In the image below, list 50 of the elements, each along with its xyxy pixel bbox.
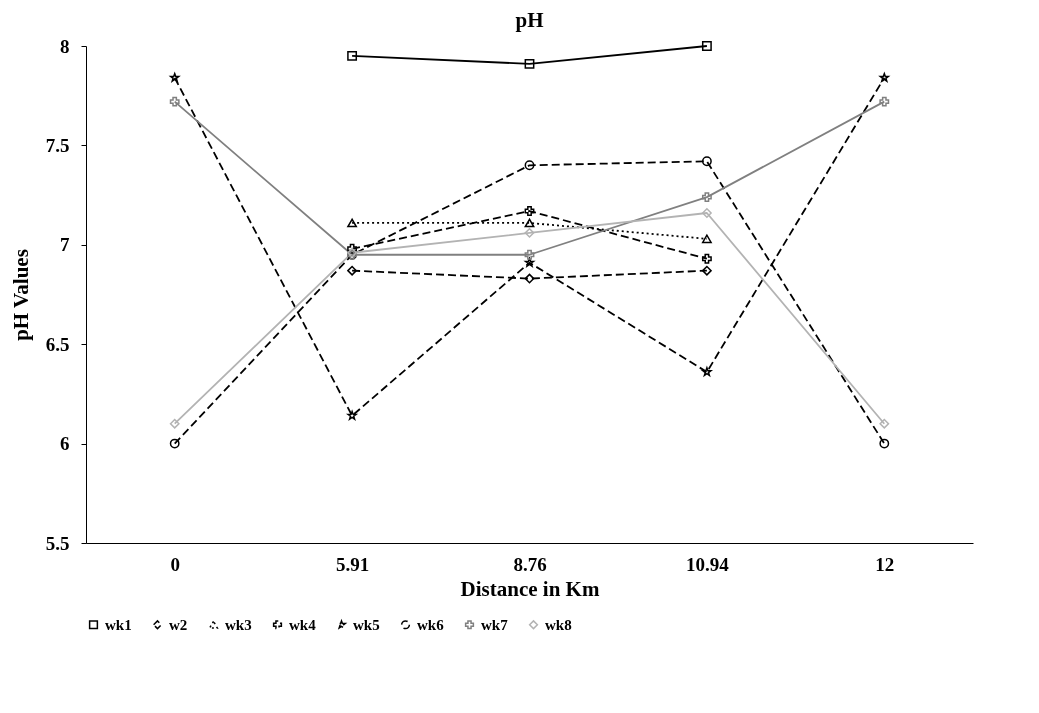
x-tick-label: 12 bbox=[875, 553, 895, 575]
legend-label: wk6 bbox=[417, 616, 445, 633]
point bbox=[701, 192, 712, 203]
point bbox=[879, 72, 890, 82]
legend-label: wk3 bbox=[225, 616, 252, 633]
point bbox=[701, 234, 712, 244]
point bbox=[879, 438, 890, 449]
point bbox=[524, 273, 535, 284]
x-tick-label: 10.94 bbox=[686, 553, 730, 575]
chart-title: pH bbox=[515, 8, 544, 32]
point bbox=[701, 156, 712, 167]
y-tick-label: 8 bbox=[60, 35, 70, 57]
y-tick-label: 6.5 bbox=[45, 333, 70, 355]
point bbox=[347, 265, 358, 276]
point bbox=[701, 41, 712, 51]
point bbox=[169, 96, 180, 107]
point bbox=[524, 58, 535, 69]
point bbox=[169, 438, 180, 449]
point bbox=[701, 265, 712, 276]
legend-label: w2 bbox=[169, 616, 188, 633]
point bbox=[169, 72, 180, 82]
legend-label: wk5 bbox=[353, 616, 380, 633]
x-tick-label: 0 bbox=[170, 553, 180, 575]
y-tick-label: 5.5 bbox=[45, 532, 70, 554]
point bbox=[524, 257, 535, 267]
point bbox=[524, 218, 535, 228]
y-tick-label: 7.5 bbox=[45, 134, 70, 156]
x-axis-title: Distance in Km bbox=[460, 576, 600, 601]
legend-label: wk8 bbox=[545, 616, 572, 633]
point bbox=[347, 218, 358, 228]
point bbox=[524, 160, 535, 171]
y-axis-title: pH Values bbox=[8, 249, 33, 341]
y-tick-label: 7 bbox=[60, 234, 70, 256]
point bbox=[879, 96, 890, 107]
legend-label: wk4 bbox=[289, 616, 317, 633]
point bbox=[524, 206, 535, 216]
x-tick-label: 5.91 bbox=[335, 553, 370, 575]
point bbox=[701, 253, 712, 264]
legend-label: wk7 bbox=[481, 616, 509, 633]
legend-label: wk1 bbox=[105, 616, 132, 633]
point bbox=[701, 208, 712, 218]
point bbox=[347, 410, 357, 420]
point bbox=[347, 243, 358, 254]
y-tick-label: 6 bbox=[60, 433, 70, 455]
point bbox=[524, 249, 535, 260]
point bbox=[524, 227, 535, 238]
x-tick-label: 8.76 bbox=[513, 553, 547, 575]
point bbox=[879, 418, 890, 429]
point bbox=[347, 51, 358, 61]
point bbox=[169, 418, 180, 429]
